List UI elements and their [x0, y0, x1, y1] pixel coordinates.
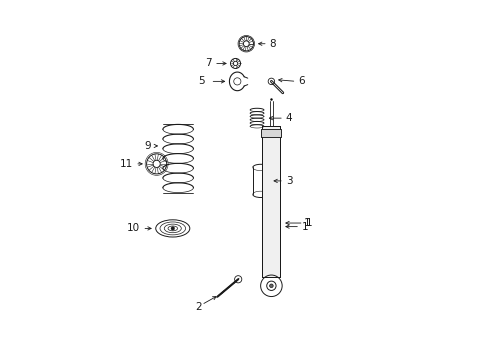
Text: 4: 4 [285, 113, 292, 123]
Bar [262, 126, 280, 277]
Text: 11: 11 [119, 159, 132, 169]
Text: 8: 8 [268, 39, 275, 49]
Text: 1: 1 [301, 222, 308, 231]
Bar [261, 129, 281, 137]
Text: 6: 6 [298, 76, 305, 86]
Text: 1: 1 [303, 218, 310, 228]
Text: 3: 3 [285, 176, 292, 186]
Text: 7: 7 [204, 58, 211, 68]
Circle shape [171, 226, 174, 230]
Text: 10: 10 [126, 224, 140, 233]
Text: 2: 2 [195, 302, 202, 312]
Text: 5: 5 [198, 76, 204, 86]
Bar [261, 129, 281, 137]
Text: 1: 1 [305, 218, 312, 228]
Text: 9: 9 [143, 141, 150, 151]
Bar [262, 126, 280, 277]
Circle shape [269, 284, 273, 288]
